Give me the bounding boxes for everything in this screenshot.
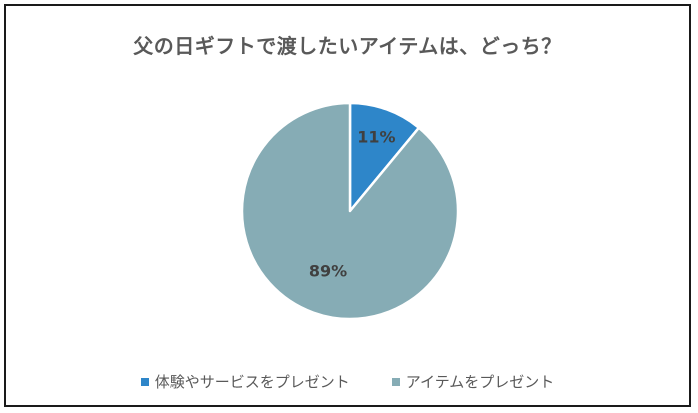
legend-label-item: アイテムをプレゼント bbox=[405, 373, 555, 391]
pie-slice-item bbox=[240, 101, 460, 321]
legend-item-item: アイテムをプレゼント bbox=[391, 371, 555, 392]
chart-legend: 体験やサービスをプレゼント アイテムをプレゼント bbox=[6, 371, 689, 392]
pie-label-experience: 11% bbox=[357, 127, 395, 146]
chart-frame: 父の日ギフトで渡したいアイテムは、どっち？ 体験やサービスをプレゼント アイテム… bbox=[4, 4, 691, 407]
legend-swatch-item bbox=[391, 377, 400, 386]
legend-swatch-experience bbox=[140, 377, 149, 386]
legend-label-experience: 体験やサービスをプレゼント bbox=[154, 373, 350, 391]
pie-slice-experience bbox=[348, 101, 421, 213]
chart-title: 父の日ギフトで渡したいアイテムは、どっち？ bbox=[133, 34, 562, 58]
pie-label-item: 89% bbox=[309, 261, 347, 280]
legend-item-experience: 体験やサービスをプレゼント bbox=[140, 371, 350, 392]
